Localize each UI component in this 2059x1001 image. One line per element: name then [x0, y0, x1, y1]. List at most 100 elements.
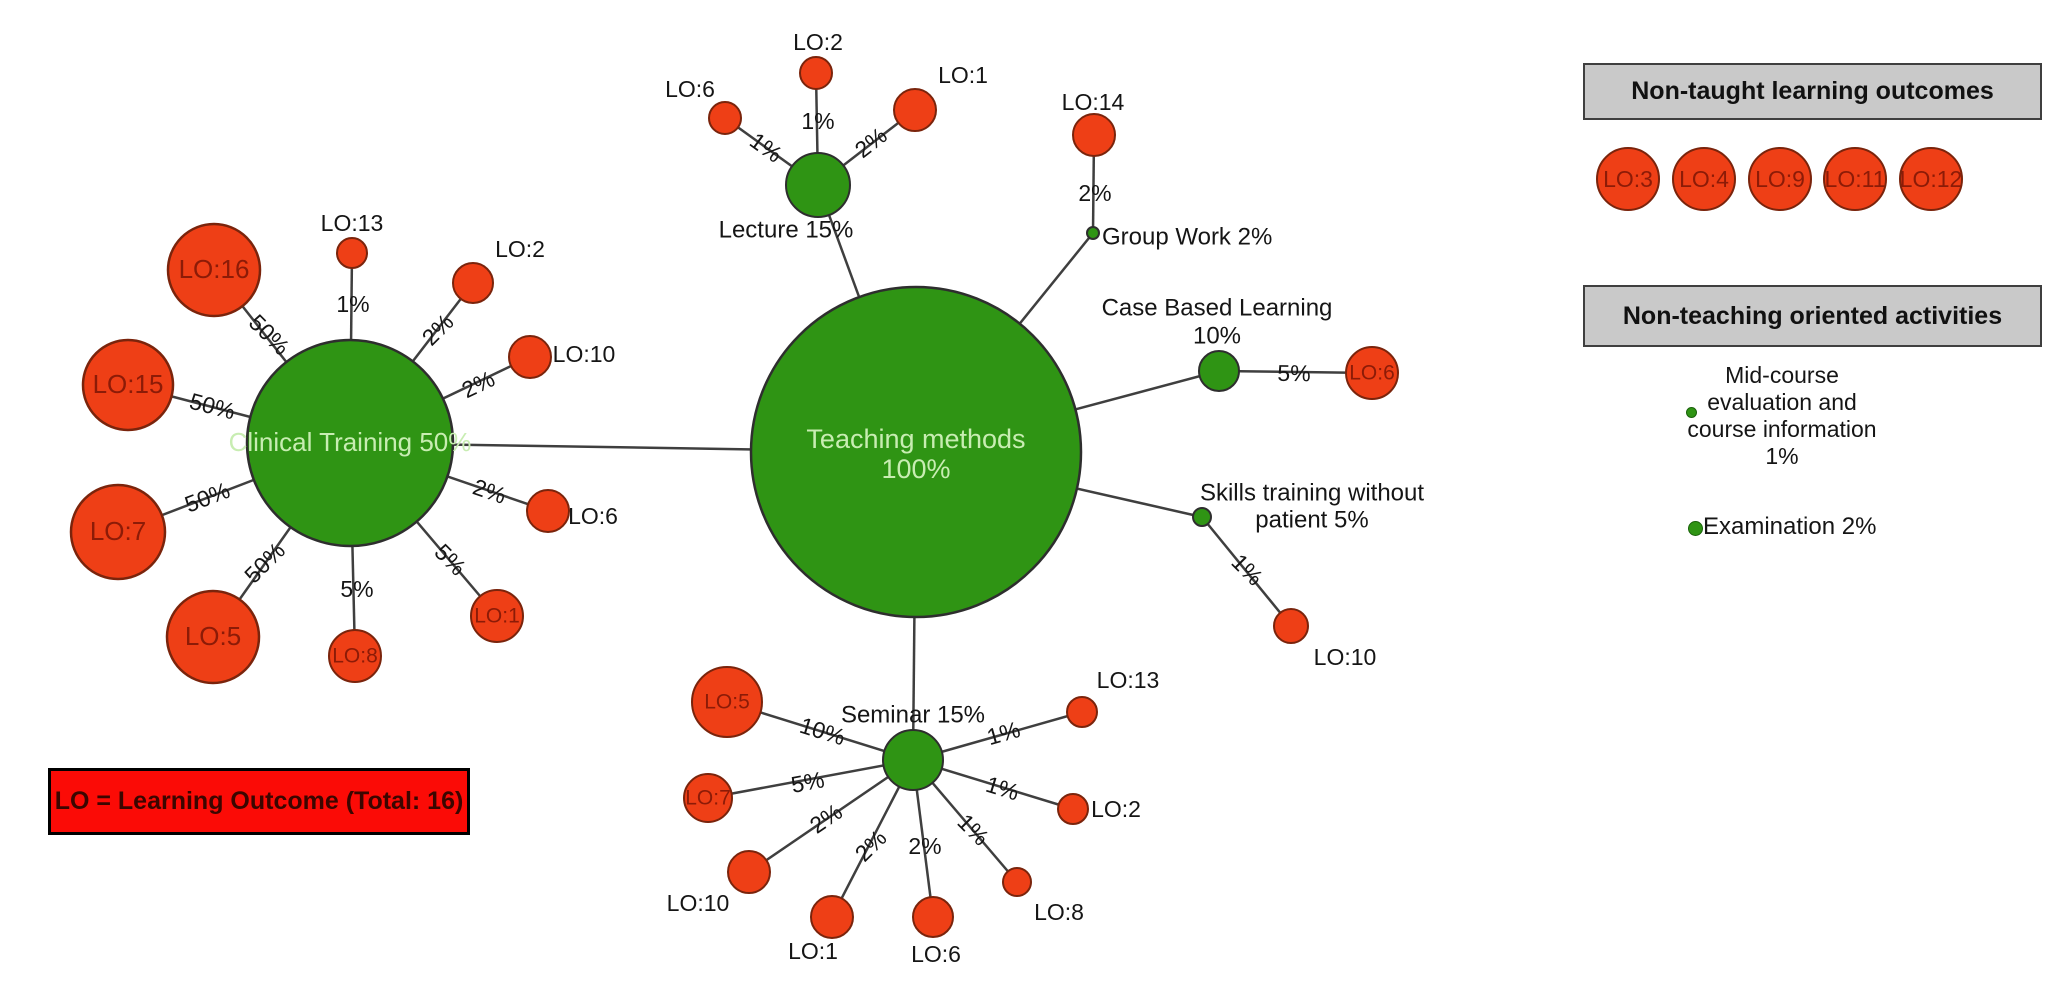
examination-label: Examination 2% [1703, 513, 1877, 540]
outcome-node-sem_lo1 [810, 895, 854, 939]
outcome-node-sem_lo8 [1002, 867, 1032, 897]
edge-pct-clinical-cl_lo15: 50% [187, 388, 238, 425]
node-label-seminar: Seminar 15% [841, 701, 985, 728]
legend-outcome-circle-1: LO:4 [1672, 147, 1736, 211]
outcome-node-gw_lo14 [1072, 113, 1116, 157]
lo-note-box: LO = Learning Outcome (Total: 16) [48, 768, 470, 835]
outcome-node-cl_lo1 [470, 589, 524, 643]
legend-non-teaching-header: Non-teaching oriented activities [1583, 285, 2042, 347]
node-label-sem_lo6: LO:6 [911, 941, 961, 967]
edge-pct-clinical-cl_lo5: 50% [239, 537, 290, 588]
node-label-cbl-1: 10% [1193, 322, 1241, 349]
outcome-node-cl_lo5 [165, 589, 261, 685]
node-text-teaching-1: 100% [881, 454, 950, 484]
node-text-cl_lo16: LO:16 [179, 254, 250, 284]
node-text-cl_lo8: LO:8 [332, 645, 378, 668]
legend-outcome-circle-4: LO:12 [1899, 147, 1963, 211]
node-text-cbl_lo6: LO:6 [1349, 362, 1395, 385]
edge-pct-seminar-sem_lo1: 2% [850, 825, 892, 867]
edge-pct-seminar-sem_lo13: 1% [984, 716, 1023, 750]
node-label-sem_lo8: LO:8 [1034, 899, 1084, 925]
outcome-node-cl_lo7 [69, 483, 167, 581]
outcome-node-sem_lo7 [683, 773, 733, 823]
outcome-node-cl_lo6 [526, 489, 570, 533]
node-text-cl_lo15: LO:15 [93, 369, 164, 399]
node-text-cl_lo5: LO:5 [185, 621, 241, 651]
node-text-cl_lo7: LO:7 [90, 516, 146, 546]
outcome-node-cl_lo10 [508, 335, 552, 379]
node-label-sk_lo10: LO:10 [1314, 644, 1377, 670]
edge-pct-lecture-lec_lo6: 1% [745, 127, 787, 168]
edge-pct-clinical-cl_lo8: 5% [340, 576, 373, 602]
outcome-node-lec_lo6 [708, 101, 742, 135]
mid-course-label-line-1: evaluation and [1707, 389, 1857, 415]
outcome-node-sem_lo5 [691, 666, 763, 738]
node-label-skills-1: patient 5% [1255, 506, 1368, 533]
outcome-node-cl_lo15 [81, 338, 175, 432]
outcome-node-cbl_lo6 [1345, 346, 1399, 400]
edge-pct-groupwork-gw_lo14: 2% [1078, 180, 1111, 206]
method-node-skills [1192, 507, 1212, 527]
edge-seminar-sem_lo10 [748, 758, 914, 874]
edge-pct-seminar-sem_lo10: 2% [805, 798, 847, 838]
method-node-groupwork [1086, 226, 1100, 240]
node-label-gw_lo14: LO:14 [1062, 89, 1125, 115]
outcome-node-sem_lo6 [912, 896, 954, 938]
edge-pct-lecture-lec_lo2: 1% [801, 108, 834, 134]
legend-outcome-circle-3: LO:11 [1823, 147, 1887, 211]
legend-non-taught-header: Non-taught learning outcomes [1583, 63, 2042, 120]
node-label-cl_lo13: LO:13 [321, 210, 384, 236]
node-label-sem_lo2: LO:2 [1091, 796, 1141, 822]
node-label-sem_lo13: LO:13 [1097, 667, 1160, 693]
node-label-lec_lo6: LO:6 [665, 76, 715, 102]
mid-course-label-line-3: 1% [1765, 443, 1799, 469]
outcome-node-lec_lo2 [799, 56, 833, 90]
node-text-teaching-0: Teaching methods [806, 424, 1025, 454]
node-label-cl_lo2: LO:2 [495, 236, 545, 262]
node-text-cl_lo1: LO:1 [474, 605, 520, 628]
edge-pct-seminar-sem_lo7: 5% [789, 766, 826, 798]
edge-pct-clinical-cl_lo10: 2% [458, 365, 499, 403]
method-node-seminar [882, 729, 944, 791]
node-text-sem_lo7: LO:7 [685, 787, 731, 810]
outcome-node-sem_lo13 [1066, 696, 1098, 728]
node-label-cl_lo10: LO:10 [553, 341, 616, 367]
edge-pct-clinical-cl_lo2: 2% [417, 309, 459, 351]
edge-pct-cbl-cbl_lo6: 5% [1277, 360, 1311, 386]
outcome-node-cl_lo8 [328, 629, 382, 683]
node-label-groupwork: Group Work 2% [1102, 223, 1272, 250]
edge-pct-clinical-cl_lo6: 2% [470, 473, 510, 508]
method-node-lecture [785, 152, 851, 218]
edge-skills-sk_lo10 [1201, 516, 1292, 627]
edge-pct-clinical-cl_lo13: 1% [336, 291, 369, 317]
node-label-cl_lo6: LO:6 [568, 503, 618, 529]
node-label-sem_lo10: LO:10 [667, 890, 730, 916]
legend-outcome-circle-2: LO:9 [1748, 147, 1812, 211]
outcome-node-sem_lo10 [727, 850, 771, 894]
legend-outcome-circle-0: LO:3 [1596, 147, 1660, 211]
outcome-node-cl_lo16 [166, 222, 262, 318]
node-text-sem_lo5: LO:5 [704, 691, 750, 714]
method-node-teaching [749, 285, 1083, 619]
edge-pct-seminar-sem_lo6: 2% [908, 833, 941, 859]
mid-course-label-line-0: Mid-course [1725, 362, 1839, 388]
outcome-node-sk_lo10 [1273, 608, 1309, 644]
node-label-lec_lo1: LO:1 [938, 62, 988, 88]
mid-course-dot [1685, 406, 1697, 418]
mid-course-label: Mid-course evaluation and course informati… [1642, 362, 1922, 470]
legend-non-taught-title: Non-taught learning outcomes [1631, 77, 1994, 105]
edge-seminar-sem_lo7 [707, 758, 914, 800]
examination-dot [1687, 520, 1703, 536]
outcome-node-lec_lo1 [893, 88, 937, 132]
edge-pct-seminar-sem_lo2: 1% [983, 771, 1022, 806]
node-label-cbl-0: Case Based Learning [1102, 294, 1333, 321]
node-label-lecture: Lecture 15% [719, 216, 854, 243]
node-label-skills-0: Skills training without [1200, 479, 1424, 506]
edge-pct-clinical-cl_lo7: 50% [181, 477, 233, 518]
node-label-sem_lo1: LO:1 [788, 938, 838, 964]
mid-course-label-line-2: course information [1687, 416, 1877, 442]
node-label-lec_lo2: LO:2 [793, 29, 843, 55]
legend-non-teaching-title: Non-teaching oriented activities [1622, 301, 2003, 330]
